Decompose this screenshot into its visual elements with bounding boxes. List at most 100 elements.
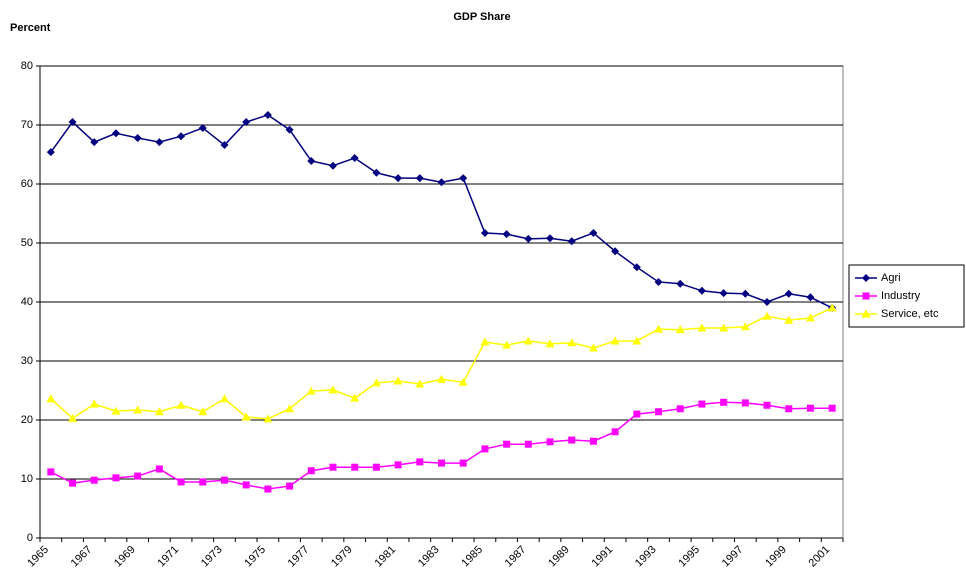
legend-marker xyxy=(862,292,870,300)
data-point xyxy=(546,438,554,446)
legend-label: Service, etc xyxy=(881,308,939,320)
data-point xyxy=(220,141,229,150)
data-point xyxy=(805,313,815,322)
x-tick-label: 1973 xyxy=(199,544,225,570)
data-point xyxy=(90,476,98,484)
data-point xyxy=(741,399,749,407)
data-point xyxy=(155,138,164,147)
data-point xyxy=(437,178,446,187)
data-point xyxy=(785,405,793,413)
data-point xyxy=(655,408,663,416)
data-point xyxy=(328,385,338,394)
data-point xyxy=(632,336,642,345)
data-point xyxy=(198,123,207,132)
data-point xyxy=(69,479,77,487)
data-point xyxy=(350,154,359,163)
data-point xyxy=(372,168,381,177)
legend-marker xyxy=(862,274,870,282)
data-point xyxy=(740,322,750,331)
data-point xyxy=(480,228,489,237)
data-point xyxy=(697,323,707,332)
x-tick-label: 1981 xyxy=(372,544,398,570)
data-point xyxy=(154,407,164,416)
data-point xyxy=(177,478,185,486)
data-point xyxy=(523,336,533,345)
data-point xyxy=(306,386,316,395)
data-point xyxy=(176,400,186,409)
data-point xyxy=(89,399,99,408)
data-point xyxy=(611,247,620,256)
y-tick-label: 0 xyxy=(27,532,33,544)
x-tick-label: 1967 xyxy=(69,544,95,570)
data-point xyxy=(437,374,446,383)
x-tick-label: 1989 xyxy=(546,544,572,570)
data-point xyxy=(654,277,663,286)
data-point xyxy=(502,340,512,349)
data-point xyxy=(307,467,315,475)
y-tick-label: 50 xyxy=(21,237,33,249)
data-point xyxy=(394,461,402,469)
y-axis-label: Percent xyxy=(10,22,51,34)
data-point xyxy=(589,437,597,445)
data-point xyxy=(545,339,555,348)
data-point xyxy=(676,279,685,288)
data-point xyxy=(806,404,814,412)
data-point xyxy=(263,110,272,119)
x-tick-label: 1983 xyxy=(416,544,442,570)
x-tick-label: 1971 xyxy=(155,544,181,570)
data-point xyxy=(329,463,337,471)
data-point xyxy=(111,406,121,415)
data-point xyxy=(372,463,380,471)
data-point xyxy=(241,412,251,421)
data-point xyxy=(285,125,294,134)
data-point xyxy=(112,474,120,482)
data-point xyxy=(568,436,576,444)
data-point xyxy=(177,132,186,141)
data-point xyxy=(328,161,337,170)
data-point xyxy=(133,405,143,414)
data-point xyxy=(438,459,445,467)
data-point xyxy=(632,263,641,272)
x-tick-label: 1965 xyxy=(25,544,51,570)
y-tick-label: 60 xyxy=(21,178,33,190)
data-point xyxy=(155,465,163,473)
x-tick-label: 1975 xyxy=(242,544,268,570)
data-point xyxy=(198,407,208,416)
x-tick-label: 1995 xyxy=(676,544,702,570)
data-point xyxy=(784,315,794,324)
data-point xyxy=(676,405,684,413)
data-point xyxy=(394,174,403,183)
data-point xyxy=(219,394,229,403)
data-point xyxy=(784,289,793,298)
y-tick-label: 80 xyxy=(21,60,33,72)
data-point xyxy=(46,148,55,157)
data-point xyxy=(263,414,273,423)
legend-label: Agri xyxy=(881,272,901,284)
x-tick-label: 1979 xyxy=(329,544,355,570)
data-point xyxy=(720,398,728,406)
data-point xyxy=(242,481,250,489)
data-point xyxy=(199,478,207,486)
data-point xyxy=(134,472,142,480)
data-point xyxy=(633,410,641,418)
data-point xyxy=(68,413,78,422)
data-point xyxy=(719,289,728,298)
legend-marker xyxy=(861,309,871,318)
data-point xyxy=(827,303,837,312)
y-tick-label: 70 xyxy=(21,119,33,131)
x-tick-label: 1993 xyxy=(633,544,659,570)
data-point xyxy=(567,338,577,347)
data-point xyxy=(610,336,620,345)
data-point xyxy=(46,394,56,403)
data-point xyxy=(371,378,381,387)
y-tick-label: 40 xyxy=(21,296,33,308)
x-tick-label: 1999 xyxy=(763,544,789,570)
data-point xyxy=(415,174,424,183)
data-point xyxy=(524,440,532,448)
x-tick-label: 1969 xyxy=(112,544,138,570)
data-point xyxy=(611,428,619,436)
data-point xyxy=(588,343,598,352)
data-point xyxy=(481,445,489,453)
data-point xyxy=(589,228,598,237)
x-tick-label: 1997 xyxy=(720,544,746,570)
